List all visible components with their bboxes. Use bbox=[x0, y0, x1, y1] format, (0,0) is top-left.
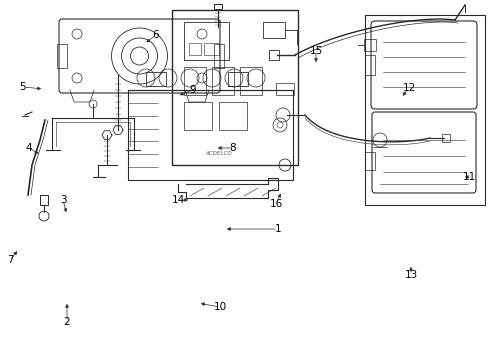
Bar bbox=[183, 102, 212, 130]
Text: 16: 16 bbox=[269, 199, 282, 209]
Bar bbox=[364, 15, 484, 205]
Bar bbox=[219, 102, 246, 130]
Text: 1: 1 bbox=[274, 224, 281, 234]
Bar bbox=[183, 22, 228, 60]
Bar bbox=[240, 67, 262, 95]
Bar bbox=[172, 10, 297, 165]
Bar bbox=[214, 44, 224, 68]
Text: 9: 9 bbox=[189, 85, 196, 95]
Text: 8: 8 bbox=[229, 143, 236, 153]
Text: 12: 12 bbox=[402, 83, 415, 93]
Bar bbox=[263, 22, 285, 38]
Bar bbox=[40, 195, 48, 205]
Text: 7: 7 bbox=[7, 255, 13, 265]
Text: 4: 4 bbox=[26, 143, 32, 153]
Bar bbox=[364, 55, 374, 75]
Text: 14: 14 bbox=[171, 195, 184, 205]
Bar bbox=[441, 134, 449, 142]
Bar bbox=[189, 43, 201, 55]
Bar bbox=[363, 39, 375, 51]
Text: 2: 2 bbox=[63, 317, 70, 327]
Bar bbox=[364, 152, 374, 170]
Bar bbox=[268, 50, 279, 60]
Bar bbox=[227, 72, 247, 86]
Bar bbox=[214, 4, 222, 9]
Text: 15: 15 bbox=[309, 46, 322, 56]
Bar bbox=[146, 72, 165, 86]
Text: 6: 6 bbox=[152, 30, 159, 40]
Bar bbox=[128, 90, 292, 180]
Bar bbox=[203, 43, 219, 55]
Text: 3: 3 bbox=[60, 195, 66, 205]
Text: ACDELCO: ACDELCO bbox=[205, 150, 232, 156]
Bar bbox=[183, 67, 205, 95]
Bar bbox=[212, 67, 234, 95]
Bar bbox=[57, 44, 67, 68]
Text: 10: 10 bbox=[213, 302, 226, 312]
Text: 13: 13 bbox=[404, 270, 417, 280]
Text: 11: 11 bbox=[462, 172, 475, 182]
Bar bbox=[275, 83, 293, 95]
Text: 5: 5 bbox=[20, 82, 26, 92]
